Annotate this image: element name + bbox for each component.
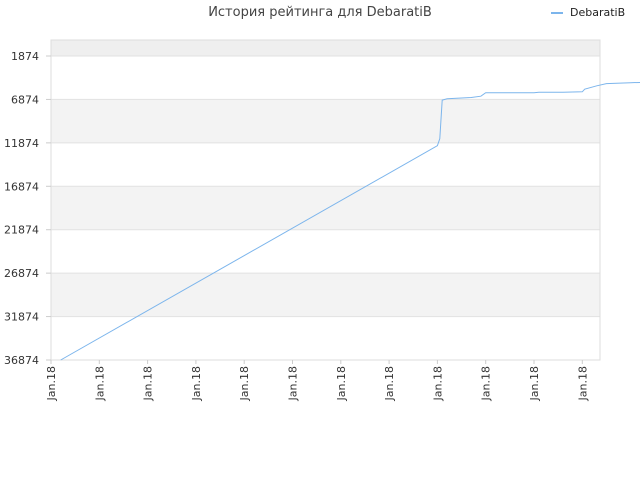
grid-band-top <box>51 40 600 56</box>
x-tick-label: Jan.18 <box>190 366 203 401</box>
y-tick-label: 36874 <box>4 354 39 367</box>
y-tick-label: 21874 <box>4 224 39 237</box>
grid-lines <box>50 39 601 361</box>
y-tick-label: 1874 <box>11 50 39 63</box>
x-tick-label: Jan.18 <box>528 366 541 401</box>
x-axis-ticks: Jan.18 Jan.18 Jan.18 Jan.18 Jan.18 Jan.18 Jan.… <box>45 360 589 401</box>
y-tick-label: 31874 <box>4 311 39 324</box>
x-tick-label: Jan.18 <box>45 366 58 401</box>
x-tick-label: Jan.18 <box>93 366 106 401</box>
legend-label: DebaratiB <box>570 6 626 19</box>
legend-swatch <box>551 11 563 14</box>
y-tick-label: 6874 <box>11 93 39 106</box>
grid-band <box>51 186 600 230</box>
grid-band <box>51 273 600 317</box>
y-tick-label: 26874 <box>4 267 39 280</box>
x-tick-label: Jan.18 <box>238 366 251 401</box>
x-tick-label: Jan.18 <box>576 366 589 401</box>
x-tick-label: Jan.18 <box>480 366 493 401</box>
plot-border <box>50 39 601 361</box>
y-tick-label: 11874 <box>4 137 39 150</box>
y-tick-label: 16874 <box>4 180 39 193</box>
series-line <box>60 81 640 361</box>
series-layer <box>60 81 640 361</box>
x-tick-label: Jan.18 <box>142 366 155 401</box>
grid-band <box>51 142 600 187</box>
grid-band <box>51 56 600 100</box>
x-tick-label: Jan.18 <box>431 366 444 401</box>
grid-band <box>51 229 600 274</box>
x-tick-label: Jan.18 <box>335 366 348 401</box>
grid-bands <box>51 40 600 360</box>
chart-title: История рейтинга для DebaratiB <box>208 5 432 20</box>
x-tick-label: Jan.18 <box>287 366 300 401</box>
x-tick-label: Jan.18 <box>383 366 396 401</box>
grid-band <box>51 316 600 360</box>
y-axis-ticks: 1874 6874 11874 16874 21874 26874 31874 36874 <box>4 50 51 367</box>
legend[interactable]: DebaratiB <box>551 6 625 19</box>
grid-band <box>51 99 600 143</box>
